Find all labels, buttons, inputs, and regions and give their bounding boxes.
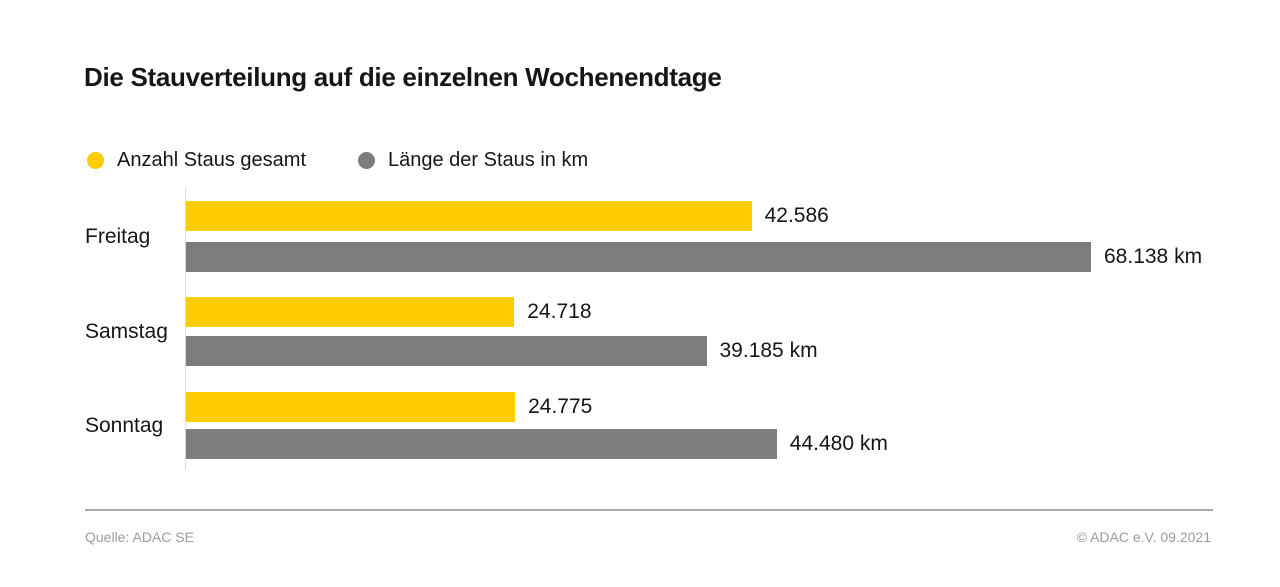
category-label-sonntag: Sonntag: [85, 414, 164, 437]
bar-laenge-samstag: 39.185 km: [186, 336, 818, 366]
value-label-anzahl-freitag: 42.586: [764, 204, 829, 227]
value-label-anzahl-sonntag: 24.775: [528, 395, 593, 418]
legend: Anzahl Staus gesamt Länge der Staus in k…: [87, 149, 588, 172]
value-label-laenge-sonntag: 44.480 km: [789, 432, 888, 455]
footer-divider: [85, 509, 1213, 511]
legend-dot-yellow-icon: [87, 152, 104, 169]
footer-copyright-text: © ADAC e.V. 09.2021: [1076, 529, 1211, 545]
bar-anzahl-samstag: 24.718: [186, 297, 592, 327]
footer-source-text: Quelle: ADAC SE: [85, 529, 194, 545]
bar-laenge-sonntag: 44.480 km: [186, 429, 888, 459]
value-label-laenge-freitag: 68.138 km: [1104, 245, 1203, 268]
bar-laenge-freitag: 68.138 km: [186, 242, 1202, 272]
value-label-laenge-samstag: 39.185 km: [719, 339, 818, 362]
legend-label: Anzahl Staus gesamt: [117, 149, 306, 171]
y-axis-line: [185, 187, 186, 470]
category-label-samstag: Samstag: [85, 320, 168, 343]
bar-anzahl-sonntag: 24.775: [186, 392, 592, 422]
legend-item-laenge-staus: Länge der Staus in km: [358, 149, 588, 172]
bar-anzahl-freitag: 42.586: [186, 201, 829, 231]
value-label-anzahl-samstag: 24.718: [527, 300, 592, 323]
category-label-freitag: Freitag: [85, 225, 151, 248]
legend-item-anzahl-staus: Anzahl Staus gesamt: [87, 149, 306, 172]
chart-title: Die Stauverteilung auf die einzelnen Woc…: [84, 62, 722, 92]
legend-label: Länge der Staus in km: [388, 149, 589, 171]
legend-dot-gray-icon: [358, 152, 375, 169]
